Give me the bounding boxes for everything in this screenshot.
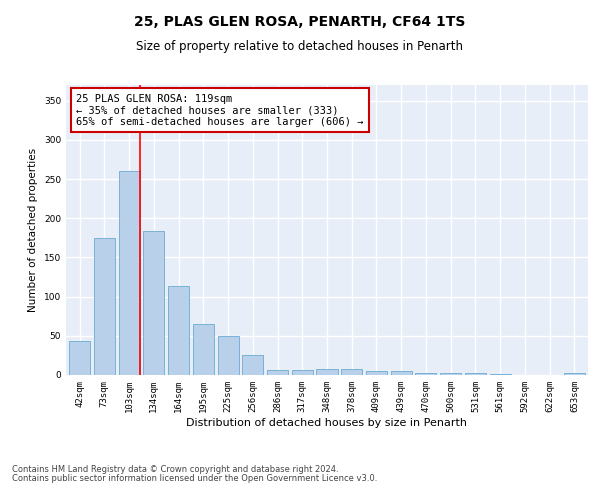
Text: 25, PLAS GLEN ROSA, PENARTH, CF64 1TS: 25, PLAS GLEN ROSA, PENARTH, CF64 1TS bbox=[134, 15, 466, 29]
Bar bbox=[193, 324, 214, 375]
Bar bbox=[366, 371, 387, 375]
Bar bbox=[94, 238, 115, 375]
Bar bbox=[316, 368, 338, 375]
Bar bbox=[69, 340, 90, 375]
Y-axis label: Number of detached properties: Number of detached properties bbox=[28, 148, 38, 312]
Text: Contains HM Land Registry data © Crown copyright and database right 2024.: Contains HM Land Registry data © Crown c… bbox=[12, 466, 338, 474]
Bar bbox=[242, 356, 263, 375]
Bar bbox=[218, 336, 239, 375]
Bar bbox=[440, 374, 461, 375]
Text: 25 PLAS GLEN ROSA: 119sqm
← 35% of detached houses are smaller (333)
65% of semi: 25 PLAS GLEN ROSA: 119sqm ← 35% of detac… bbox=[76, 94, 364, 127]
Bar bbox=[119, 171, 140, 375]
Bar bbox=[490, 374, 511, 375]
Bar bbox=[168, 286, 189, 375]
Text: Size of property relative to detached houses in Penarth: Size of property relative to detached ho… bbox=[137, 40, 464, 53]
Bar bbox=[143, 231, 164, 375]
Text: Contains public sector information licensed under the Open Government Licence v3: Contains public sector information licen… bbox=[12, 474, 377, 483]
Bar bbox=[465, 374, 486, 375]
Bar bbox=[267, 370, 288, 375]
Bar bbox=[341, 368, 362, 375]
Bar bbox=[415, 372, 436, 375]
Bar bbox=[564, 372, 585, 375]
Bar bbox=[292, 370, 313, 375]
X-axis label: Distribution of detached houses by size in Penarth: Distribution of detached houses by size … bbox=[187, 418, 467, 428]
Bar bbox=[391, 371, 412, 375]
